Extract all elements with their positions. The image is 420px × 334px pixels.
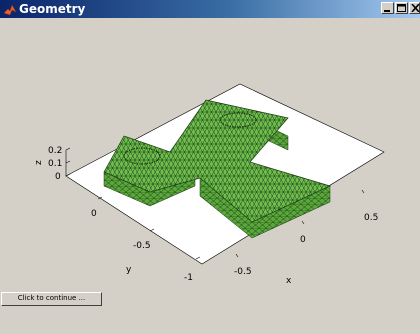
plot-axes[interactable]: 0.2 0.1 0 z 0 -0.5 -1 y -0.5 0 0.5 x <box>0 18 420 308</box>
z-axis-label: z <box>34 160 44 165</box>
window-title: Geometry <box>19 2 86 16</box>
y-tick-label: -0.5 <box>133 241 151 251</box>
z-tick-label: 0 <box>55 172 61 182</box>
figure-area: 0.2 0.1 0 z 0 -0.5 -1 y -0.5 0 0.5 x Cli… <box>0 18 420 334</box>
z-tick-label: 0.2 <box>48 146 62 156</box>
continue-button[interactable]: Click to continue ... <box>1 292 102 306</box>
z-axis-ticks: 0.2 0.1 0 z <box>34 146 71 182</box>
close-icon <box>411 4 420 12</box>
y-tick-label: 0 <box>91 209 97 219</box>
matlab-logo-icon <box>3 2 17 16</box>
close-button[interactable] <box>409 2 420 14</box>
x-tick-label: 0 <box>300 235 306 245</box>
x-tick-label: 0.5 <box>364 213 378 223</box>
maximize-button[interactable] <box>395 2 408 14</box>
y-axis-ticks: 0 -0.5 -1 y <box>91 196 201 283</box>
y-tick-label: -1 <box>184 273 193 283</box>
minimize-button[interactable] <box>381 2 394 14</box>
maximize-icon <box>397 4 406 12</box>
mesh-dense-region <box>123 147 161 165</box>
minimize-icon <box>384 10 390 12</box>
x-axis-ticks: -0.5 0 0.5 x <box>234 189 378 286</box>
y-axis-label: y <box>126 265 132 275</box>
z-tick-label: 0.1 <box>48 159 62 169</box>
title-bar: Geometry <box>0 0 420 18</box>
mesh-dense-region <box>219 112 257 128</box>
x-axis-label: x <box>286 276 292 286</box>
x-tick-label: -0.5 <box>234 267 252 277</box>
